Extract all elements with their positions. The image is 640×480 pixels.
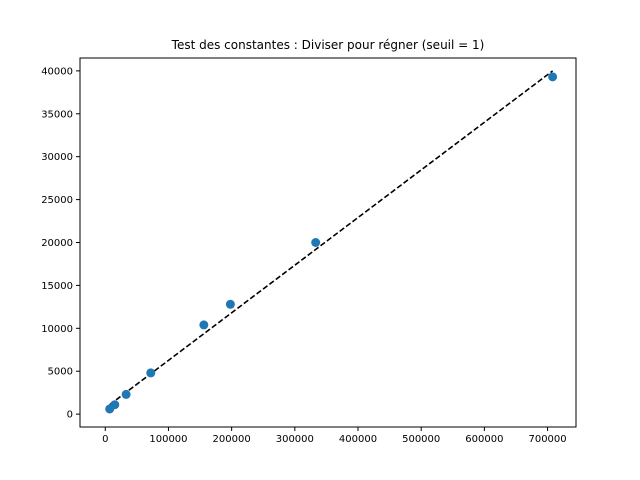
x-tick-label-3: 300000 xyxy=(276,434,314,445)
y-tick-label-0: 0 xyxy=(67,410,73,421)
data-point-4 xyxy=(146,368,156,378)
x-tick-label-4: 400000 xyxy=(339,434,377,445)
data-point-2 xyxy=(110,400,120,410)
y-tick-label-3: 15000 xyxy=(41,281,73,292)
data-point-5 xyxy=(199,320,209,330)
y-tick-label-4: 20000 xyxy=(41,238,73,249)
y-tick-label-1: 5000 xyxy=(48,367,73,378)
x-tick-label-7: 700000 xyxy=(528,434,566,445)
y-tick-label-5: 25000 xyxy=(41,195,73,206)
y-tick-label-8: 40000 xyxy=(41,66,73,77)
x-tick-label-6: 600000 xyxy=(465,434,503,445)
y-tick-label-6: 30000 xyxy=(41,152,73,163)
y-tick-label-2: 10000 xyxy=(41,324,73,335)
data-point-3 xyxy=(121,389,131,399)
y-tick-label-7: 35000 xyxy=(41,109,73,120)
data-point-6 xyxy=(225,299,235,309)
x-tick-label-2: 200000 xyxy=(213,434,251,445)
x-tick-label-1: 100000 xyxy=(149,434,187,445)
data-point-7 xyxy=(311,238,321,247)
chart-title: Test des constantes : Diviser pour régne… xyxy=(171,38,485,52)
axes-layer: 0 100000 200000 300000 400000 500000 600000 700… xyxy=(41,57,577,445)
fit-line xyxy=(109,70,554,406)
data-point-8 xyxy=(548,72,558,82)
x-tick-label-0: 0 xyxy=(102,434,108,445)
x-tick-label-5: 500000 xyxy=(402,434,440,445)
plot-marks xyxy=(105,70,558,414)
